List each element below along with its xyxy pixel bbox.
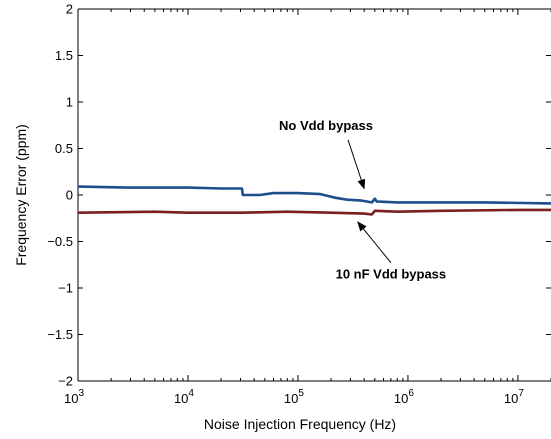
- annotation-arrow-1: [347, 139, 366, 190]
- y-tick-label: 1.5: [55, 48, 73, 63]
- y-axis-title: Frequency Error (ppm): [13, 124, 29, 266]
- x-axis-title: Noise Injection Frequency (Hz): [204, 416, 396, 432]
- y-tick-label: −2: [58, 374, 73, 389]
- y-tick-label: 0.5: [55, 141, 73, 156]
- y-tick-label: −0.5: [47, 234, 73, 249]
- y-tick-label: −1: [58, 281, 73, 296]
- x-tick-label: 103: [64, 388, 84, 406]
- x-tick-label: 106: [394, 388, 414, 406]
- annotation-label-1: No Vdd bypass: [279, 118, 373, 133]
- y-tick-label: −1.5: [47, 327, 73, 342]
- series-line-2: [77, 208, 551, 216]
- annotation-arrow-2: [357, 221, 392, 264]
- y-tick-label: 0: [66, 188, 73, 203]
- x-tick-label: 104: [174, 388, 194, 406]
- series-line-1: [77, 185, 551, 205]
- x-tick-label: 107: [504, 388, 524, 406]
- y-tick-label: 2: [66, 2, 73, 17]
- x-tick-label: 105: [284, 388, 304, 406]
- annotation-label-2: 10 nF Vdd bypass: [336, 267, 447, 282]
- y-tick-label: 1: [66, 95, 73, 110]
